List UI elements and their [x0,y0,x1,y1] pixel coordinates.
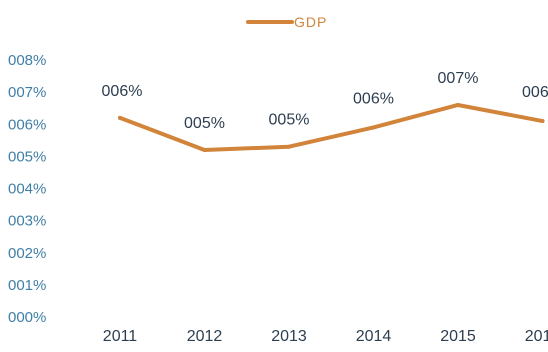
legend: GDP [246,14,327,30]
y-tick-label: 002% [8,245,46,262]
y-tick-label: 003% [8,213,46,230]
y-axis: 000% 001% 002% 003% 004% 005% 006% 007% 008% [8,52,46,326]
y-tick-label: 004% [8,181,46,198]
x-tick-label: 2014 [356,328,392,345]
x-tick-label: 2015 [440,328,476,345]
data-point [287,144,291,149]
data-label: 006% [522,84,548,101]
y-tick-label: 008% [8,52,46,69]
data-labels: 006% 005% 005% 006% 007% 006% [102,70,548,132]
series-group [118,102,545,152]
data-label: 005% [184,115,225,132]
data-point [540,119,545,124]
x-tick-label: 2016 [525,328,548,345]
x-tick-label: 2011 [103,328,138,345]
data-point [118,115,122,120]
x-tick-label: 2013 [271,328,307,345]
data-label: 006% [353,90,394,107]
data-point [371,125,376,130]
data-label: 005% [269,112,310,129]
y-tick-label: 000% [8,309,46,326]
data-label: 006% [102,83,143,100]
y-tick-label: 001% [8,277,46,294]
series-line-gdp [118,102,545,152]
data-label: 007% [438,70,479,87]
data-point [202,147,207,152]
y-tick-label: 006% [8,116,46,133]
x-axis: 2011 2012 2013 2014 2015 2016 [103,328,548,345]
y-tick-label: 005% [8,148,46,165]
y-tick-label: 007% [8,84,46,101]
x-tick-label: 2012 [187,328,223,345]
data-point [456,102,460,107]
legend-label-gdp: GDP [294,14,327,30]
